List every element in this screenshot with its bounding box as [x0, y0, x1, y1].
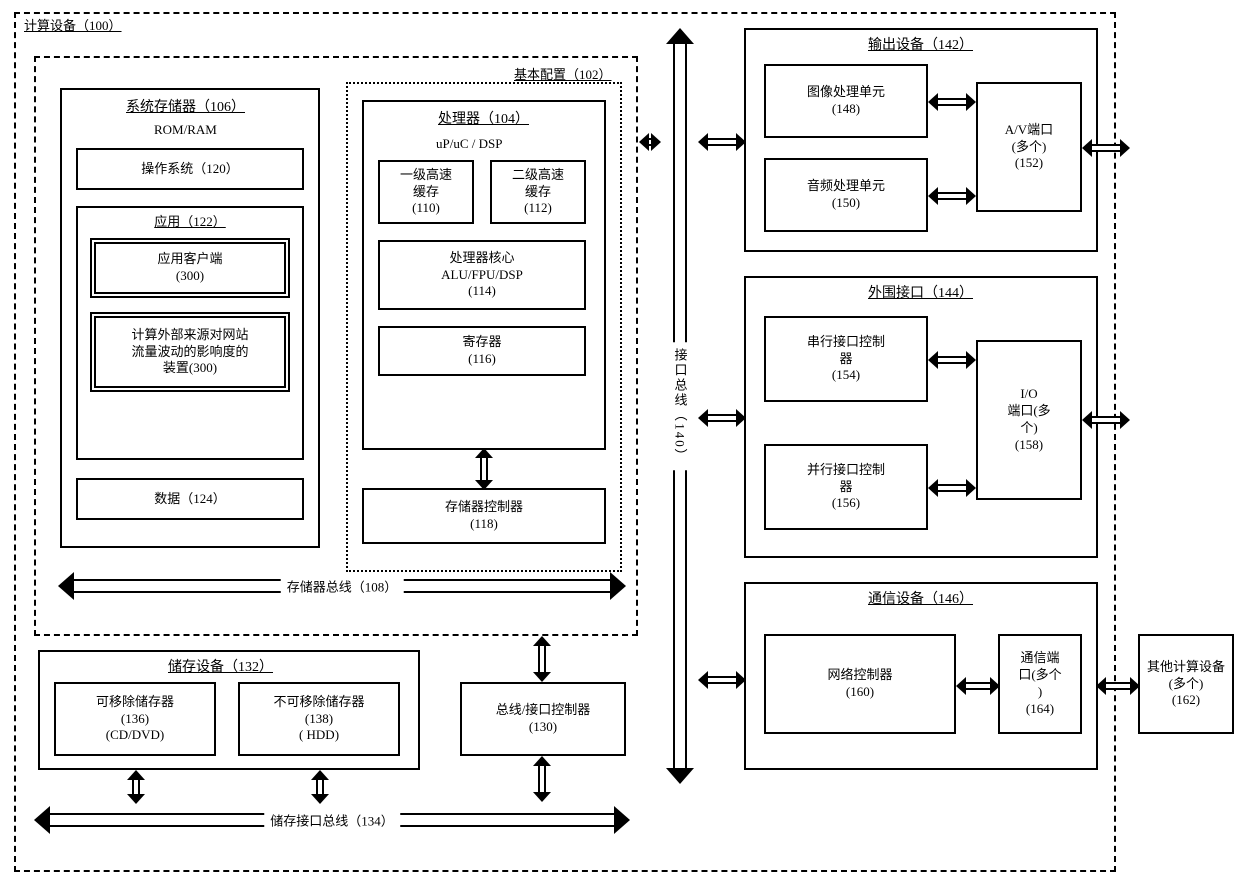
os-box: 操作系统（120） — [76, 148, 304, 190]
nonremov-to-storebus-arrow — [306, 770, 334, 804]
proc-core-box: 处理器核心 ALU/FPU/DSP (114) — [378, 240, 586, 310]
io-port-box: I/O 端口(多 个) (158) — [976, 340, 1082, 500]
comm-title: 通信设备（146） — [862, 586, 979, 610]
mem-ctrl-box: 存储器控制器 (118) — [362, 488, 606, 544]
nic-port-arrow — [956, 676, 1000, 696]
storage-bus-label: 储存接口总线（134） — [264, 811, 400, 830]
app-device-box: 计算外部来源对网站 流量波动的影响度的 装置(300) — [90, 312, 290, 392]
parallel-box: 并行接口控制 器 (156) — [764, 444, 928, 530]
audio-box: 音频处理单元 (150) — [764, 158, 928, 232]
other-device-box: 其他计算设备 (多个) (162) — [1138, 634, 1234, 734]
ifbus-peripheral-arrow — [698, 408, 746, 428]
l1-cache-box: 一级高速 缓存 (110) — [378, 160, 474, 224]
app-title: 应用（122） — [150, 212, 230, 233]
removable-box: 可移除储存器 (136) (CD/DVD) — [54, 682, 216, 756]
serial-box: 串行接口控制 器 (154) — [764, 316, 928, 402]
register-box: 寄存器 (116) — [378, 326, 586, 376]
app-client-box: 应用客户端 (300) — [90, 238, 290, 298]
nic-box: 网络控制器 (160) — [764, 634, 956, 734]
processor-sub: uP/uC / DSP — [432, 134, 506, 154]
basic-ifbus-arrow — [636, 132, 664, 152]
nonremovable-box: 不可移除储存器 (138) ( HDD) — [238, 682, 400, 756]
processor-title: 处理器（104） — [432, 106, 535, 130]
comm-port-box: 通信端 口(多个 ) (164) — [998, 634, 1082, 734]
av-out-arrow — [1082, 138, 1130, 158]
storage-title: 储存设备（132） — [162, 654, 279, 678]
ifbus-output-arrow — [698, 132, 746, 152]
gpu-av-arrow — [928, 92, 976, 112]
ifbus-comm-arrow — [698, 670, 746, 690]
audio-av-arrow — [928, 186, 976, 206]
memory-bus-arrow: 存储器总线（108） — [58, 566, 626, 606]
busif-to-storebus-arrow — [528, 756, 556, 802]
output-title: 输出设备（142） — [862, 32, 979, 56]
memory-bus-label: 存储器总线（108） — [281, 577, 404, 596]
remov-to-storebus-arrow — [122, 770, 150, 804]
system-memory-sub: ROM/RAM — [150, 120, 221, 140]
peripheral-title: 外围接口（144） — [862, 280, 979, 304]
system-memory-title: 系统存储器（106） — [120, 94, 251, 118]
av-port-box: A/V端口 (多个) (152) — [976, 82, 1082, 212]
proc-mc-arrow — [470, 448, 498, 490]
gpu-box: 图像处理单元 (148) — [764, 64, 928, 138]
l2-cache-box: 二级高速 缓存 (112) — [490, 160, 586, 224]
serial-io-arrow — [928, 350, 976, 370]
parallel-io-arrow — [928, 478, 976, 498]
storage-bus-arrow: 储存接口总线（134） — [34, 800, 630, 840]
computing-device-title: 计算设备（100） — [16, 14, 130, 39]
bus-if-ctrl-box: 总线/接口控制器 (130) — [460, 682, 626, 756]
interface-bus-arrow: 接口总线（140） — [660, 28, 700, 784]
io-out-arrow — [1082, 410, 1130, 430]
basic-to-busif-arrow — [528, 636, 556, 682]
comm-other-arrow — [1096, 676, 1140, 696]
interface-bus-label: 接口总线（140） — [671, 342, 690, 470]
data-box: 数据（124） — [76, 478, 304, 520]
